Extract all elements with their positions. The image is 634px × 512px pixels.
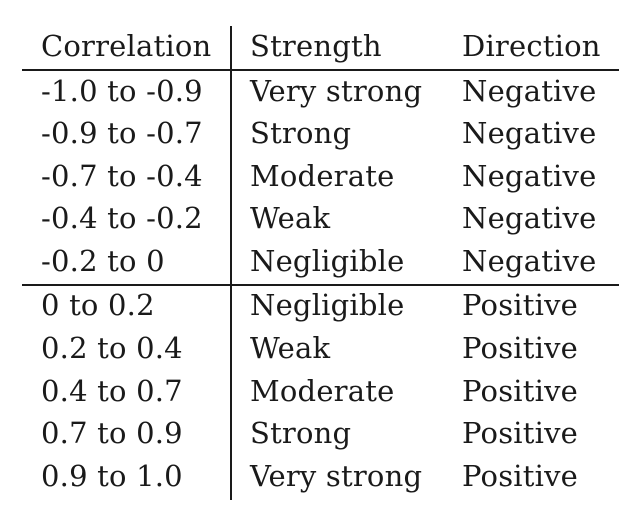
row-direction: Negative [462, 201, 597, 235]
row-correlation: -0.2 to 0 [41, 244, 165, 278]
row-direction: Positive [462, 288, 579, 322]
row-correlation: 0.7 to 0.9 [41, 416, 183, 450]
header-direction: Direction [462, 29, 601, 63]
row-strength: Very strong [250, 74, 423, 108]
header-strength: Strength [250, 29, 382, 63]
row-correlation: 0 to 0.2 [41, 288, 155, 322]
row-strength: Very strong [250, 459, 423, 493]
row-direction: Negative [462, 159, 597, 193]
row-direction: Positive [462, 416, 579, 450]
row-strength: Negligible [250, 244, 405, 278]
column-divider [230, 26, 232, 500]
row-strength: Weak [250, 201, 331, 235]
header-correlation: Correlation [41, 29, 212, 63]
row-correlation: -0.7 to -0.4 [41, 159, 203, 193]
sign-divider-rule [22, 284, 619, 286]
row-correlation: -0.9 to -0.7 [41, 116, 203, 150]
row-correlation: 0.9 to 1.0 [41, 459, 183, 493]
row-strength: Strong [250, 416, 352, 450]
row-strength: Strong [250, 116, 352, 150]
row-direction: Positive [462, 374, 579, 408]
row-direction: Positive [462, 331, 579, 365]
row-correlation: 0.4 to 0.7 [41, 374, 183, 408]
header-rule [22, 69, 619, 71]
row-strength: Moderate [250, 374, 395, 408]
row-correlation: -1.0 to -0.9 [41, 74, 203, 108]
row-strength: Weak [250, 331, 331, 365]
row-correlation: -0.4 to -0.2 [41, 201, 203, 235]
row-direction: Negative [462, 244, 597, 278]
row-direction: Negative [462, 74, 597, 108]
row-strength: Moderate [250, 159, 395, 193]
row-direction: Negative [462, 116, 597, 150]
row-correlation: 0.2 to 0.4 [41, 331, 183, 365]
row-direction: Positive [462, 459, 579, 493]
row-strength: Negligible [250, 288, 405, 322]
